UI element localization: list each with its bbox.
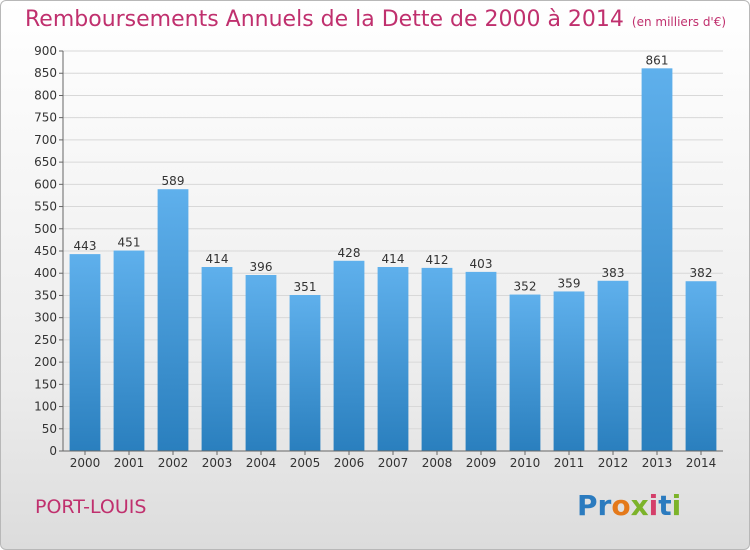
bar	[157, 189, 189, 451]
x-tick-label: 2000	[70, 456, 101, 470]
bar-value-label: 412	[426, 253, 449, 267]
x-tick-label: 2011	[554, 456, 585, 470]
y-tick-label: 350	[34, 288, 57, 302]
x-tick-label: 2004	[246, 456, 277, 470]
y-tick-label: 850	[34, 66, 57, 80]
bar-value-label: 359	[558, 276, 581, 290]
chart-title-text: Remboursements Annuels de la Dette de 20…	[25, 7, 624, 32]
bar	[421, 267, 453, 451]
x-tick-label: 2013	[642, 456, 673, 470]
y-tick-label: 600	[34, 177, 57, 191]
y-tick-label: 700	[34, 133, 57, 147]
bar-value-label: 351	[294, 280, 317, 294]
x-tick-label: 2008	[422, 456, 453, 470]
y-tick-label: 450	[34, 244, 57, 258]
x-tick-label: 2009	[466, 456, 497, 470]
y-tick-label: 100	[34, 400, 57, 414]
y-tick-label: 900	[34, 44, 57, 58]
bar-value-label: 589	[162, 174, 185, 188]
bar	[377, 267, 409, 451]
bar	[113, 250, 145, 451]
x-tick-label: 2012	[598, 456, 629, 470]
y-tick-label: 50	[42, 422, 57, 436]
x-tick-label: 2007	[378, 456, 409, 470]
y-tick-label: 800	[34, 88, 57, 102]
bar	[333, 260, 365, 451]
bar-value-label: 861	[646, 53, 669, 67]
bar-value-label: 428	[338, 246, 361, 260]
y-tick-label: 500	[34, 222, 57, 236]
x-tick-label: 2010	[510, 456, 541, 470]
bar	[69, 254, 101, 451]
y-tick-label: 750	[34, 111, 57, 125]
bar	[289, 295, 321, 451]
y-tick-label: 150	[34, 377, 57, 391]
bar-value-label: 403	[470, 257, 493, 271]
bar-value-label: 443	[74, 239, 97, 253]
y-tick-label: 550	[34, 200, 57, 214]
x-tick-label: 2003	[202, 456, 233, 470]
x-tick-label: 2001	[114, 456, 145, 470]
chart-title: Remboursements Annuels de la Dette de 20…	[25, 7, 726, 32]
y-tick-label: 200	[34, 355, 57, 369]
proxiti-logo: Proxiti	[577, 489, 682, 522]
bar-value-label: 396	[250, 260, 273, 274]
y-tick-label: 0	[49, 444, 57, 458]
y-tick-label: 400	[34, 266, 57, 280]
bar-value-label: 451	[118, 236, 141, 250]
y-tick-label: 650	[34, 155, 57, 169]
x-tick-label: 2014	[686, 456, 717, 470]
bar-value-label: 352	[514, 280, 537, 294]
y-tick-label: 300	[34, 311, 57, 325]
chart-unit-text: (en milliers d'€)	[631, 15, 727, 29]
x-tick-label: 2006	[334, 456, 365, 470]
bar-value-label: 414	[206, 252, 229, 266]
bar-value-label: 382	[690, 266, 713, 280]
bar	[509, 294, 541, 451]
bar	[685, 281, 717, 451]
y-tick-label: 250	[34, 333, 57, 347]
bar	[641, 68, 673, 451]
city-name: PORT-LOUIS	[35, 496, 147, 518]
bar	[245, 275, 277, 451]
bar	[201, 267, 233, 451]
bar	[553, 291, 585, 451]
x-tick-label: 2002	[158, 456, 189, 470]
bar-value-label: 414	[382, 252, 405, 266]
bar	[597, 280, 629, 451]
bar-value-label: 383	[602, 266, 625, 280]
x-tick-label: 2005	[290, 456, 321, 470]
bar	[465, 271, 497, 451]
